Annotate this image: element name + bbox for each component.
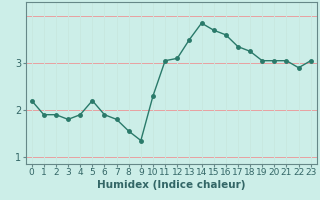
X-axis label: Humidex (Indice chaleur): Humidex (Indice chaleur) — [97, 180, 245, 190]
